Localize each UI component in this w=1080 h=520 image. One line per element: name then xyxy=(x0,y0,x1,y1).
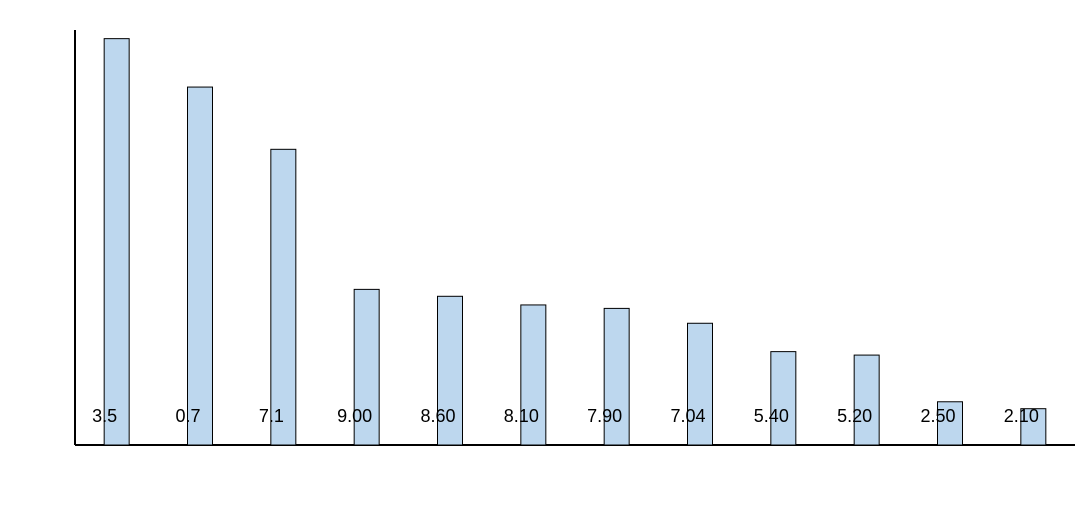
chart-svg: 3.5 0.7 7.1 9.00 8.60 8.10 7.90 7.04 5.40 5.20 2.5… xyxy=(0,0,1080,520)
bar-value-label: 9.00 xyxy=(337,406,372,426)
bar-value-label: 0.7 xyxy=(175,406,200,426)
bar-value-label: 7.1 xyxy=(259,406,284,426)
bar-value-label: 5.40 xyxy=(754,406,789,426)
bar-value-label: 7.90 xyxy=(587,406,622,426)
bar xyxy=(104,39,129,445)
bar xyxy=(188,87,213,445)
bar-value-label: 2.50 xyxy=(920,406,955,426)
bar-chart: 3.5 0.7 7.1 9.00 8.60 8.10 7.90 7.04 5.40 5.20 2.5… xyxy=(0,0,1080,520)
bar xyxy=(688,323,713,445)
bar xyxy=(771,352,796,445)
bar xyxy=(854,355,879,445)
bar-value-label: 5.20 xyxy=(837,406,872,426)
bar-value-label: 2.10 xyxy=(1004,406,1039,426)
bar xyxy=(271,149,296,445)
bar-value-label: 8.10 xyxy=(504,406,539,426)
bar-value-label: 7.04 xyxy=(670,406,705,426)
bar-value-label: 8.60 xyxy=(420,406,455,426)
bar-value-label: 3.5 xyxy=(92,406,117,426)
